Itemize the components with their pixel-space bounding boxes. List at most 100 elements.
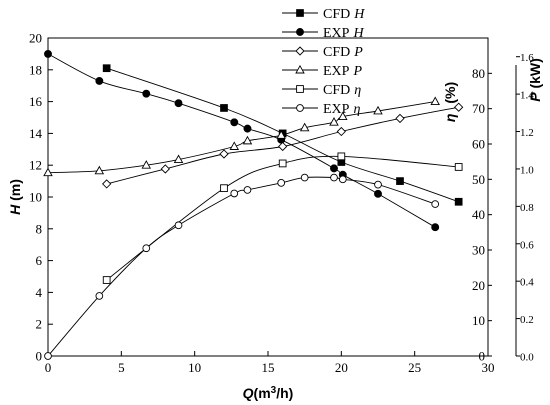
data-point-cfd-h [220,104,228,112]
legend-label-prefix: CFD [323,83,350,98]
curves-group [47,53,459,357]
legend-label-variable: H [352,26,364,41]
data-point-exp-h [374,189,382,198]
data-point-cfd-p [395,113,405,124]
legend-marker-exp-p [295,64,305,74]
legend-label-exp-p: EXP P [323,64,362,79]
x-tick-label: 30 [482,360,495,375]
p-tick-label: 1.0 [520,164,534,176]
x-tick-label: 5 [118,360,125,375]
data-point-exp-p [276,130,286,139]
data-point-exp-eta [431,200,440,208]
data-point-cfd-eta [278,159,287,168]
data-point-exp-eta [95,292,104,300]
h-tick-label: 8 [36,221,43,236]
data-point-exp-p [229,141,240,150]
h-tick-label: 12 [29,158,42,173]
p-tick-label: 1.2 [520,127,534,139]
p-tick-label: 0.4 [520,277,534,289]
data-point-cfd-eta [220,184,228,193]
data-point-exp-eta [338,175,347,184]
eta-tick-label: 20 [472,278,485,293]
data-point-exp-p [299,122,310,132]
data-point-exp-h [330,164,338,173]
data-point-exp-p [242,135,253,145]
legend-marker-cfd-h [296,9,304,17]
legend-label-cfd-eta: CFD η [323,83,361,98]
data-point-exp-eta [374,180,382,189]
data-point-exp-p [94,165,105,175]
data-point-exp-p [141,160,152,169]
h-tick-label: 4 [36,285,43,300]
p-tick-label: 1.4 [520,90,534,102]
h-tick-label: 10 [29,190,42,205]
data-point-exp-eta [330,173,338,182]
data-point-exp-p [329,117,339,126]
legend-label-prefix: EXP [323,26,350,41]
h-tick-label: 14 [29,126,43,141]
legend-label-variable: P [352,64,362,79]
legend-marker-cfd-p [295,46,305,56]
data-point-cfd-h [454,197,463,206]
x-tick-label: 25 [408,360,421,375]
series-line-exp-h-1 [47,53,436,228]
data-point-exp-h [44,49,52,58]
legend-label-prefix: EXP [323,102,350,117]
legend-marker-exp-eta [296,104,304,112]
legend-marker-cfd-eta [296,85,304,93]
data-point-exp-eta [277,179,286,187]
markers-group [43,49,464,360]
legend-label-prefix: EXP [323,64,350,79]
legend-label-variable: P [353,45,363,60]
legend-label-variable: H [353,7,365,22]
data-point-exp-h [142,89,151,98]
eta-tick-label: 40 [472,207,485,222]
legend-label-cfd-p: CFD P [323,45,363,60]
h-tick-label: 0 [36,349,43,364]
data-point-exp-h [431,223,440,232]
p-tick-label: 0.6 [520,239,534,251]
legend-label-exp-h: EXP H [323,26,364,41]
legend-label-exp-eta: EXP η [323,102,360,117]
eta-tick-label: 60 [472,137,485,152]
data-point-cfd-p [160,164,170,174]
data-point-exp-h [230,118,239,127]
data-point-cfd-h [396,177,404,185]
x-tick-label: 20 [335,360,348,375]
data-point-exp-h [174,99,183,108]
data-point-cfd-p [219,149,229,159]
data-point-cfd-p [102,179,112,189]
data-point-exp-p [43,167,53,177]
data-point-exp-eta [243,186,252,194]
x-tick-label: 10 [188,360,201,375]
legend-label-variable: η [354,83,361,98]
eta-tick-label: 10 [472,313,485,328]
data-point-cfd-p [278,141,288,152]
p-tick-label: 0.8 [520,202,534,214]
series-line-exp-eta-5 [47,176,436,357]
h-tick-label: 18 [29,62,42,77]
data-point-exp-eta [230,189,239,198]
data-point-exp-eta [174,221,183,230]
h-axis-title: H (m) [7,179,23,215]
data-point-exp-eta [142,244,151,253]
legend-label-cfd-h: CFD H [323,7,365,22]
ticks-group: 0 5 10 15 20 25 300246810121416182001020304050… [29,31,534,376]
h-tick-label: 16 [29,94,43,109]
p-tick-label: 1.6 [520,52,534,64]
data-point-cfd-p [454,102,464,112]
data-point-exp-p [338,111,348,121]
legend-marker-exp-h [296,28,304,36]
data-point-exp-h [243,124,252,133]
data-point-cfd-p [336,126,346,137]
eta-tick-label: 30 [472,243,485,258]
data-point-exp-p [430,96,440,106]
data-point-exp-p [373,105,383,115]
p-tick-label: 0.2 [520,314,534,326]
eta-axis-title: η(%) [442,82,458,122]
x-tick-label: 0 [45,360,52,375]
h-tick-label: 20 [29,31,42,46]
p-axis-title: P (kW) [527,58,543,102]
p-tick-label: 0.0 [520,352,534,364]
